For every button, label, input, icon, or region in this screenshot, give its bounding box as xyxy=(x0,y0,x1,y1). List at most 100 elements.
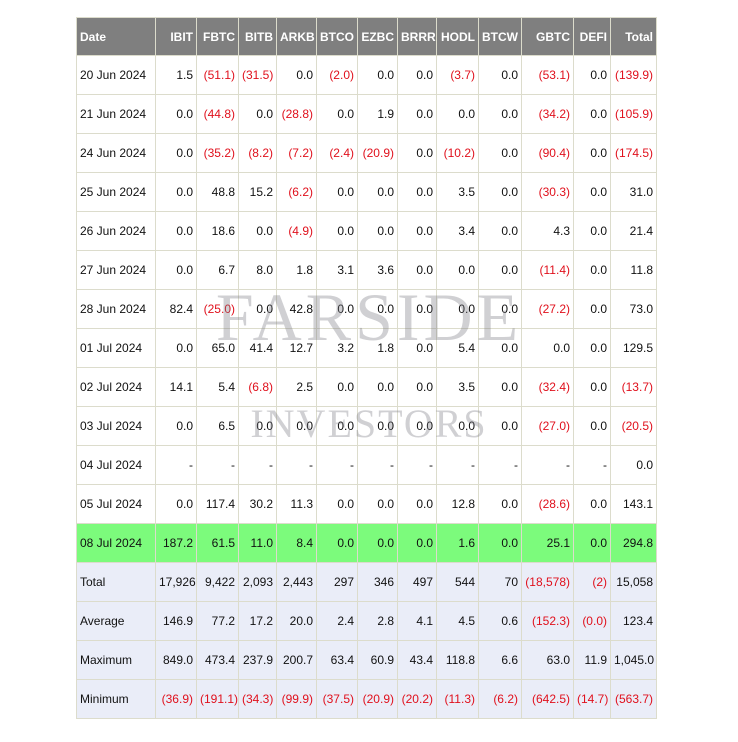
cell: 0.0 xyxy=(573,523,611,563)
cell: 0.0 xyxy=(155,328,197,368)
cell: (8.2) xyxy=(238,133,277,173)
cell: 187.2 xyxy=(155,523,197,563)
data-row: 04 Jul 2024- - - - - - - - - - -0.0 xyxy=(76,445,657,485)
cell: 0.0 xyxy=(155,211,197,251)
cell: (28.6) xyxy=(521,484,574,524)
row-label: Total xyxy=(76,562,156,602)
cell: (642.5) xyxy=(521,679,574,719)
cell: 60.9 xyxy=(357,640,398,680)
cell: 0.0 xyxy=(316,484,358,524)
cell: (18,578) xyxy=(521,562,574,602)
cell: (31.5) xyxy=(238,55,277,95)
cell: (34.2) xyxy=(521,94,574,134)
data-row: 25 Jun 2024 0.0 48.8 15.2 (6.2) 0.0 0.0 0.0 3.5 0… xyxy=(76,172,657,212)
cell: 11.9 xyxy=(573,640,611,680)
cell: 0.0 xyxy=(573,289,611,329)
cell: - xyxy=(478,445,522,485)
row-label: 28 Jun 2024 xyxy=(76,289,156,329)
cell: 17,926 xyxy=(155,562,197,602)
cell: 1.5 xyxy=(155,55,197,95)
cell: 0.0 xyxy=(155,133,197,173)
cell: 11.3 xyxy=(276,484,317,524)
cell: (37.5) xyxy=(316,679,358,719)
cell: 0.0 xyxy=(573,367,611,407)
cell: (0.0) xyxy=(573,601,611,641)
cell: 6.7 xyxy=(196,250,239,290)
cell: 0.0 xyxy=(357,484,398,524)
cell: (563.7) xyxy=(610,679,657,719)
data-row: 03 Jul 2024 0.0 6.5 0.0 0.0 0.0 0.0 0.0 0.0 0.0 (2… xyxy=(76,406,657,446)
cell: (20.2) xyxy=(397,679,437,719)
cell: 48.8 xyxy=(196,172,239,212)
cell: 3.5 xyxy=(436,172,479,212)
cell: (20.9) xyxy=(357,133,398,173)
column-header: DEFI xyxy=(573,17,611,56)
cell: - xyxy=(357,445,398,485)
cell: 0.6 xyxy=(478,601,522,641)
cell: 0.0 xyxy=(238,94,277,134)
cell: 31.0 xyxy=(610,172,657,212)
cell: (2.0) xyxy=(316,55,358,95)
data-row: 27 Jun 2024 0.0 6.7 8.0 1.8 3.1 3.6 0.0 0.0 0.0 (1… xyxy=(76,250,657,290)
cell: 2.8 xyxy=(357,601,398,641)
row-label: 04 Jul 2024 xyxy=(76,445,156,485)
cell: 0.0 xyxy=(573,406,611,446)
cell: 0.0 xyxy=(397,289,437,329)
cell: 61.5 xyxy=(196,523,239,563)
cell: 346 xyxy=(357,562,398,602)
cell: 0.0 xyxy=(316,172,358,212)
cell: 0.0 xyxy=(573,133,611,173)
cell: 0.0 xyxy=(276,55,317,95)
cell: 0.0 xyxy=(436,94,479,134)
cell: (44.8) xyxy=(196,94,239,134)
cell: 0.0 xyxy=(238,406,277,446)
data-row: 08 Jul 2024 187.2 61.5 11.0 8.4 0.0 0.0 0.0 1.6 0… xyxy=(76,523,657,563)
cell: 0.0 xyxy=(573,484,611,524)
cell: 9,422 xyxy=(196,562,239,602)
cell: 65.0 xyxy=(196,328,239,368)
cell: 0.0 xyxy=(436,250,479,290)
cell: 12.7 xyxy=(276,328,317,368)
cell: 123.4 xyxy=(610,601,657,641)
cell: 42.8 xyxy=(276,289,317,329)
cell: 0.0 xyxy=(397,94,437,134)
cell: 0.0 xyxy=(316,211,358,251)
cell: 12.8 xyxy=(436,484,479,524)
row-label: 24 Jun 2024 xyxy=(76,133,156,173)
cell: 0.0 xyxy=(155,250,197,290)
cell: 0.0 xyxy=(478,406,522,446)
cell: 63.4 xyxy=(316,640,358,680)
cell: (27.0) xyxy=(521,406,574,446)
cell: - xyxy=(238,445,277,485)
cell: (13.7) xyxy=(610,367,657,407)
cell: 4.3 xyxy=(521,211,574,251)
cell: 0.0 xyxy=(397,523,437,563)
cell: 77.2 xyxy=(196,601,239,641)
cell: 129.5 xyxy=(610,328,657,368)
row-label: 01 Jul 2024 xyxy=(76,328,156,368)
cell: (34.3) xyxy=(238,679,277,719)
cell: 63.0 xyxy=(521,640,574,680)
cell: 14.1 xyxy=(155,367,197,407)
cell: 0.0 xyxy=(155,172,197,212)
cell: (11.4) xyxy=(521,250,574,290)
cell: (99.9) xyxy=(276,679,317,719)
cell: 0.0 xyxy=(397,133,437,173)
cell: 0.0 xyxy=(610,445,657,485)
cell: (6.2) xyxy=(276,172,317,212)
summary-row: Minimum (36.9) (191.1) (34.3) (99.9) (37.5) (2… xyxy=(76,679,657,719)
cell: 73.0 xyxy=(610,289,657,329)
cell: 6.6 xyxy=(478,640,522,680)
row-label: Minimum xyxy=(76,679,156,719)
summary-row: Maximum 849.0 473.4 237.9 200.7 63.4 60.9 43.4 1… xyxy=(76,640,657,680)
cell: 2,443 xyxy=(276,562,317,602)
cell: (152.3) xyxy=(521,601,574,641)
cell: 18.6 xyxy=(196,211,239,251)
cell: 2,093 xyxy=(238,562,277,602)
cell: - xyxy=(316,445,358,485)
cell: (20.9) xyxy=(357,679,398,719)
column-header: BITB xyxy=(238,17,277,56)
cell: 4.5 xyxy=(436,601,479,641)
data-row: 28 Jun 2024 82.4 (25.0) 0.0 42.8 0.0 0.0 0.0 0.0… xyxy=(76,289,657,329)
